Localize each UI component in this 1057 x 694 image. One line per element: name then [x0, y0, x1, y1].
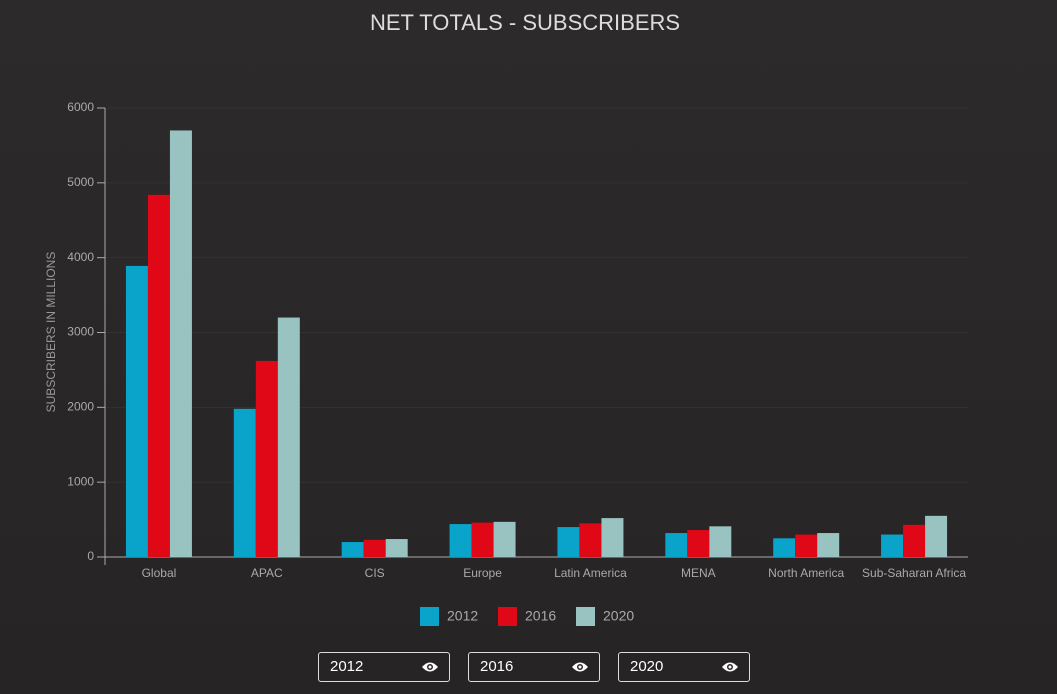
bar: [817, 533, 840, 557]
bar: [687, 530, 710, 557]
button-label: 2016: [480, 658, 514, 675]
bar: [277, 317, 300, 557]
bar: [557, 527, 580, 557]
bar: [147, 194, 170, 557]
bar: [795, 534, 818, 557]
y-tick-label: 6000: [67, 100, 94, 114]
y-tick-label: 4000: [67, 250, 94, 264]
y-tick-label: 0: [87, 549, 94, 563]
bar: [255, 360, 278, 557]
bar: [709, 526, 732, 557]
legend-label: 2016: [525, 608, 556, 624]
y-tick-label: 1000: [67, 474, 94, 488]
bar: [363, 539, 386, 557]
x-tick-label: Sub-Saharan Africa: [862, 566, 966, 580]
eye-icon: [722, 662, 738, 672]
eye-icon: [422, 662, 438, 672]
legend-swatch: [498, 607, 517, 626]
chart: NET TOTALS - SUBSCRIBERS SUBSCRIBERS IN …: [44, 10, 968, 626]
bar: [169, 130, 192, 557]
bar: [579, 523, 602, 557]
y-tick-label: 3000: [67, 325, 94, 339]
x-tick-label: CIS: [365, 566, 385, 580]
bar: [341, 542, 364, 557]
bar: [125, 265, 148, 557]
bar: [665, 533, 688, 557]
bar: [471, 522, 494, 557]
x-tick-label: Latin America: [554, 566, 627, 580]
button-label: 2020: [630, 658, 664, 675]
bar: [881, 534, 904, 557]
bar: [385, 539, 408, 557]
y-tick-label: 2000: [67, 400, 94, 414]
legend-swatch: [576, 607, 595, 626]
toggle-button[interactable]: 2020: [618, 652, 750, 682]
bar: [903, 524, 926, 557]
eye-icon: [572, 662, 588, 672]
toggle-button[interactable]: 2016: [468, 652, 600, 682]
x-tick-label: APAC: [251, 566, 283, 580]
bar: [925, 515, 948, 557]
x-tick-label: Global: [142, 566, 177, 580]
x-tick-label: MENA: [681, 566, 716, 580]
bar: [773, 538, 796, 557]
button-label: 2012: [330, 658, 364, 675]
x-tick-label: Europe: [463, 566, 502, 580]
toggle-button[interactable]: 2012: [318, 652, 450, 682]
legend-swatch: [420, 607, 439, 626]
chart-title: NET TOTALS - SUBSCRIBERS: [370, 10, 680, 35]
y-tick-label: 5000: [67, 175, 94, 189]
x-tick-label: North America: [768, 566, 844, 580]
legend-label: 2020: [603, 608, 634, 624]
bar: [449, 524, 472, 557]
bar: [493, 521, 516, 557]
bar: [233, 408, 256, 557]
legend-label: 2012: [447, 608, 478, 624]
bar: [601, 518, 624, 557]
y-axis-label: SUBSCRIBERS IN MILLIONS: [44, 252, 58, 413]
